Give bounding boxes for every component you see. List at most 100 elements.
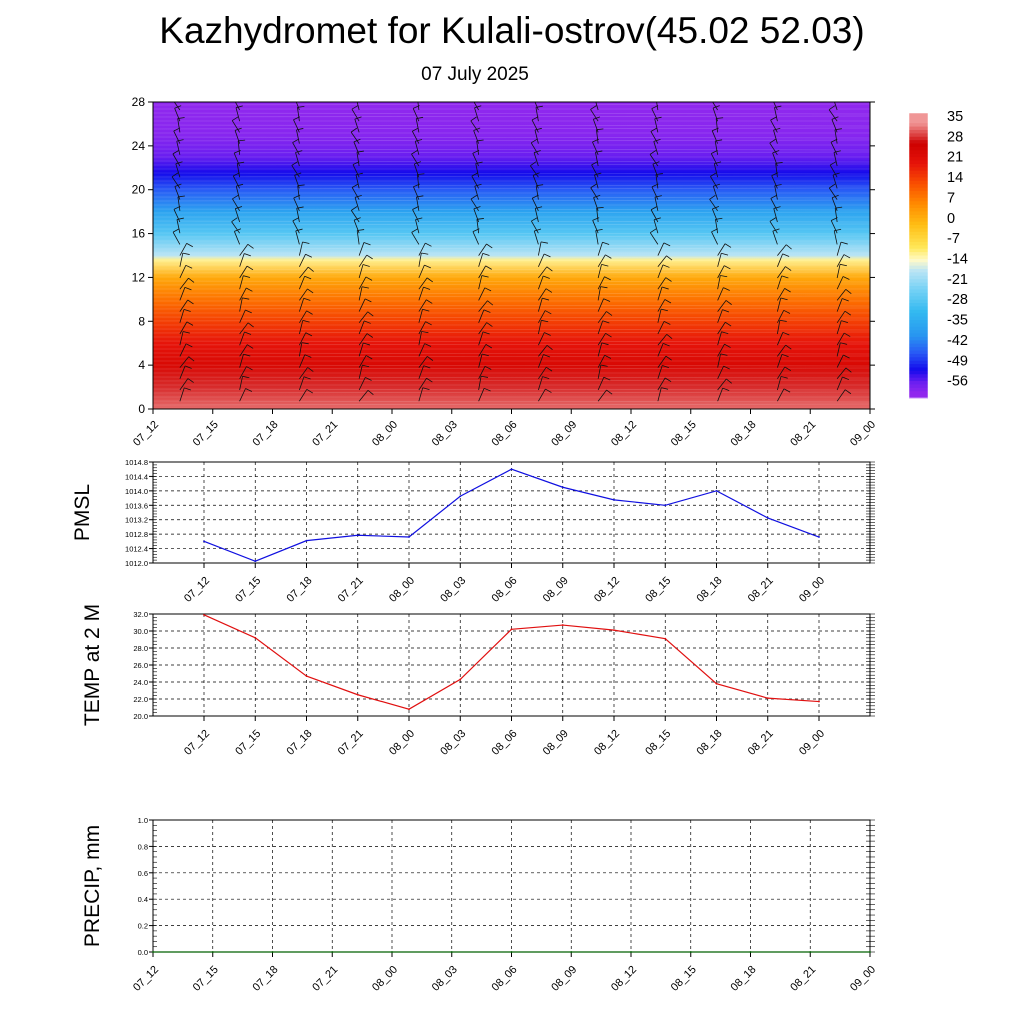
data-point	[356, 534, 359, 537]
wind-barb	[657, 242, 671, 256]
x-tick-label: 07_18	[285, 575, 315, 605]
contour-line	[153, 364, 870, 367]
wind-barb	[299, 297, 311, 312]
wind-barb-staff	[597, 364, 602, 379]
wind-barb	[179, 387, 191, 402]
wind-barb-flag	[234, 228, 242, 232]
wind-barb	[298, 241, 310, 256]
wind-barb	[175, 161, 183, 178]
wind-barb-staff	[590, 109, 599, 122]
wind-barb-flag	[482, 253, 490, 256]
wind-barb-staff	[538, 275, 544, 290]
wind-barb	[535, 184, 544, 200]
wind-barb-staff	[717, 287, 724, 301]
wind-barb-flag	[483, 387, 491, 392]
wind-barb-staff	[176, 141, 181, 155]
x-tick-label: 08_21	[746, 575, 776, 605]
wind-barb-staff	[657, 343, 664, 357]
wind-barb-staff	[296, 129, 300, 144]
wind-barb-staff	[777, 253, 784, 267]
wind-barb	[657, 365, 669, 379]
wind-barb-staff	[174, 108, 181, 122]
wind-barb-staff	[531, 119, 539, 133]
wind-barb	[773, 206, 781, 223]
wind-barb	[834, 102, 838, 111]
wind-barb-staff	[354, 118, 360, 133]
wind-barb	[478, 300, 494, 312]
wind-barb-flag	[247, 243, 254, 249]
wind-barb-staff	[836, 389, 846, 402]
wind-barb	[478, 375, 489, 391]
contour-line	[153, 232, 870, 235]
wind-barb-staff	[239, 297, 243, 312]
wind-barb-flag	[662, 264, 670, 268]
wind-barb-flag	[781, 353, 789, 358]
wind-barb-staff	[649, 232, 659, 245]
wind-barb-flag	[600, 364, 608, 367]
wind-barb-flag	[354, 116, 362, 120]
wind-barb-flag	[779, 319, 787, 322]
wind-barb-flag	[782, 331, 790, 336]
wind-barb-staff	[299, 288, 308, 301]
colorbar-swatch	[909, 357, 928, 362]
wind-barb-flag	[595, 229, 603, 232]
wind-barb-staff	[717, 275, 721, 290]
wind-barb-staff	[711, 231, 718, 245]
wind-barb-flag	[842, 376, 850, 381]
wind-barb	[299, 310, 313, 324]
data-point	[715, 682, 718, 685]
wind-barb-flag	[237, 161, 245, 164]
wind-barb-flag	[606, 311, 613, 316]
wind-barb	[358, 311, 374, 324]
wind-barb-flag	[653, 217, 661, 221]
wind-barb	[777, 331, 790, 346]
wind-barb-staff	[772, 231, 778, 245]
wind-barb-flag	[841, 320, 849, 324]
wind-barb-staff	[538, 366, 547, 380]
wind-barb	[173, 102, 181, 111]
wind-barb-staff	[175, 163, 181, 178]
wind-barb	[478, 287, 492, 301]
wind-barb	[478, 353, 489, 368]
contour-lines	[153, 103, 870, 406]
wind-barb-staff	[771, 175, 778, 189]
wind-barb-flag	[666, 255, 673, 261]
wind-barb-staff	[717, 243, 726, 256]
wind-barb-staff	[299, 389, 308, 402]
x-tick-label: 08_18	[729, 964, 759, 994]
wind-barb-flag	[172, 150, 180, 155]
colorbar-swatch	[909, 241, 928, 246]
data-point	[613, 498, 615, 501]
wind-barb	[358, 355, 373, 368]
wind-barb-staff	[239, 354, 244, 368]
wind-barb	[538, 288, 553, 301]
wind-barb	[239, 243, 254, 256]
wind-barb-flag	[422, 308, 430, 312]
wind-barb-flag	[546, 266, 553, 272]
wind-barb	[597, 264, 609, 279]
wind-barb-flag	[543, 354, 551, 358]
wind-barb-flag	[293, 194, 301, 199]
wind-barb-flag	[783, 388, 791, 393]
wind-barb-flag	[411, 228, 418, 233]
wind-barb	[657, 255, 673, 268]
wind-barb-flag	[245, 388, 253, 392]
wind-barb	[717, 300, 732, 312]
wind-barb	[179, 243, 193, 256]
wind-barb	[532, 172, 540, 189]
wind-barb-flag	[304, 354, 312, 358]
wind-barb-staff	[534, 129, 539, 144]
wind-barb-flag	[650, 127, 658, 132]
y-tick-label: 0.8	[138, 842, 148, 851]
wind-barb-staff	[474, 186, 480, 200]
wind-barb-flag	[242, 297, 250, 300]
wind-barb	[530, 161, 539, 178]
wind-barb-staff	[592, 220, 599, 234]
x-tick-label: 08_00	[370, 964, 400, 994]
wind-barb	[418, 377, 433, 391]
wind-barb-flag	[238, 139, 246, 142]
wind-barb-staff	[777, 275, 783, 290]
data-point	[391, 951, 393, 953]
wind-barb-staff	[472, 153, 480, 167]
